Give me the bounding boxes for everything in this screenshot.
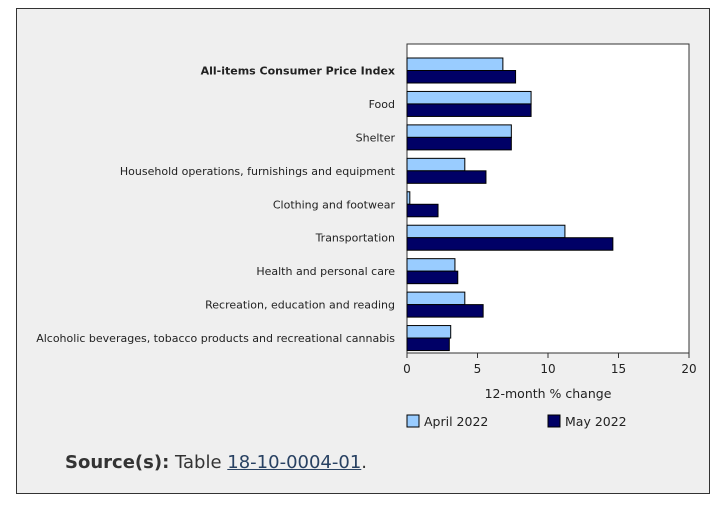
bar-may-3 [406,170,487,184]
source-prefix: Table [175,452,222,473]
category-label: Alcoholic beverages, tobacco products an… [36,332,395,345]
category-label: Clothing and footwear [273,198,396,211]
source-note: Source(s): Table 18-10-0004-01. [65,452,367,473]
bar-may-4 [406,203,439,218]
x-tick-label: 5 [474,362,482,376]
category-label: Food [369,98,395,111]
bar-april-0 [406,57,504,71]
category-label: Recreation, education and reading [205,299,395,312]
bar-may-1 [406,103,532,117]
bar-april-7 [406,291,466,306]
category-label: Transportation [315,232,395,245]
source-label: Source(s): [65,452,170,473]
source-table-link[interactable]: 18-10-0004-01 [227,452,362,473]
x-axis-title: 12-month % change [485,386,612,401]
x-tick-label: 10 [540,362,555,376]
bar-may-2 [406,136,512,151]
legend-label-april: April 2022 [424,414,488,429]
legend-swatch-april [406,414,420,428]
bar-april-4 [406,191,411,205]
x-tick-label: 0 [403,362,411,376]
bar-april-2 [406,124,512,138]
x-tick-label: 15 [611,362,626,376]
bar-may-0 [406,70,517,84]
legend-label-may: May 2022 [565,414,627,429]
bar-may-6 [406,270,459,285]
bar-may-8 [406,337,450,352]
bar-may-7 [406,304,484,318]
x-tick-label: 20 [681,362,696,376]
bar-april-1 [406,90,532,105]
category-label: All-items Consumer Price Index [201,65,395,78]
category-label: Household operations, furnishings and eq… [120,165,396,178]
source-suffix: . [361,452,368,473]
category-label: Shelter [356,131,396,144]
category-label: Health and personal care [256,265,395,278]
bar-april-6 [406,258,456,272]
bar-april-5 [406,224,566,239]
bar-april-3 [406,157,466,172]
bar-may-5 [406,237,614,251]
legend-swatch-may [547,414,561,428]
bar-april-8 [406,325,452,339]
